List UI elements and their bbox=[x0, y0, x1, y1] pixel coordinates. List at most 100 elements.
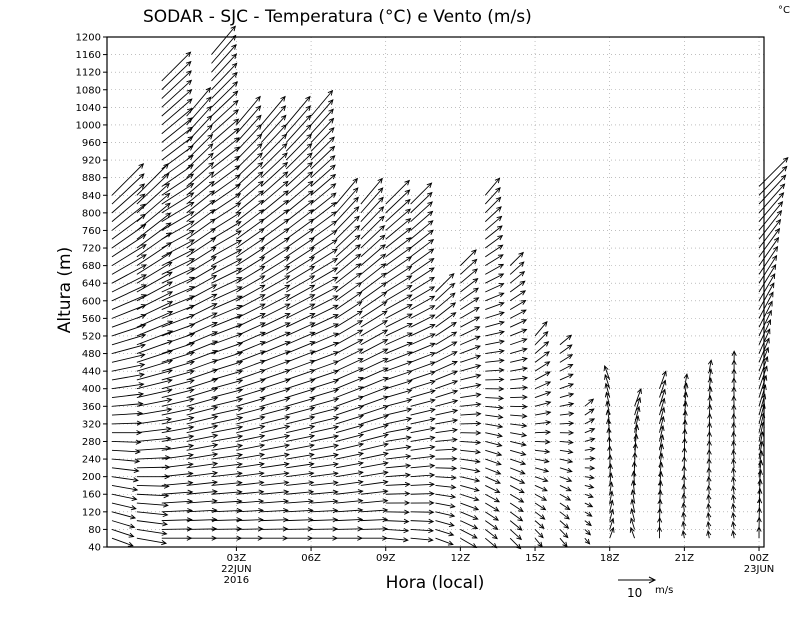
wind-vector-head bbox=[497, 423, 504, 429]
wind-vector-head bbox=[328, 127, 335, 133]
wind-vector bbox=[310, 415, 340, 425]
wind-vector-shaft bbox=[311, 519, 338, 522]
wind-vector-shaft bbox=[732, 494, 735, 504]
wind-vector bbox=[360, 367, 389, 381]
wind-vector-head bbox=[237, 461, 243, 468]
wind-vector-head bbox=[471, 249, 477, 255]
wind-vector-head bbox=[138, 173, 145, 179]
wind-vector-head bbox=[212, 377, 219, 383]
wind-vector-head bbox=[731, 520, 737, 527]
wind-vector bbox=[559, 467, 573, 473]
wind-vector-shaft bbox=[161, 192, 194, 214]
wind-vector-head bbox=[307, 190, 314, 196]
wind-vector bbox=[310, 341, 340, 354]
wind-vector-head bbox=[404, 500, 411, 506]
wind-vector-shaft bbox=[186, 237, 216, 258]
wind-vector-shaft bbox=[385, 227, 411, 249]
wind-vector-shaft bbox=[310, 323, 339, 337]
wind-vector-head bbox=[519, 479, 526, 484]
wind-vector-head bbox=[332, 295, 339, 301]
wind-vector-head bbox=[355, 253, 362, 259]
wind-vector bbox=[509, 520, 523, 531]
wind-vector bbox=[681, 520, 687, 530]
wind-vector-shaft bbox=[510, 358, 528, 363]
wind-vector bbox=[261, 275, 291, 293]
wind-vector-head bbox=[284, 294, 291, 299]
wind-vector-shaft bbox=[211, 63, 238, 91]
wind-vector-head bbox=[496, 442, 503, 448]
wind-vector bbox=[509, 251, 524, 266]
wind-vector-shaft bbox=[211, 277, 242, 293]
wind-vector bbox=[136, 271, 173, 293]
wind-vector bbox=[261, 378, 291, 390]
wind-vector bbox=[360, 206, 385, 231]
wind-vector-shaft bbox=[485, 283, 504, 293]
wind-vector bbox=[360, 244, 386, 266]
wind-vector-shaft bbox=[111, 449, 140, 453]
wind-vector-head bbox=[567, 364, 574, 369]
wind-vector-shaft bbox=[211, 230, 242, 249]
wind-vector-head bbox=[358, 433, 365, 439]
wind-vector-shaft bbox=[310, 276, 338, 293]
wind-vector bbox=[634, 387, 642, 407]
wind-vector bbox=[385, 481, 411, 488]
wind-vector-head bbox=[775, 218, 782, 225]
wind-vector-head bbox=[166, 251, 173, 257]
wind-vector-head bbox=[637, 387, 642, 394]
wind-vector bbox=[286, 369, 316, 381]
wind-vector-shaft bbox=[360, 377, 389, 390]
wind-vector-head bbox=[188, 388, 195, 394]
wind-vector-shaft bbox=[385, 493, 410, 495]
wind-vector bbox=[211, 415, 244, 425]
wind-vector-shaft bbox=[236, 322, 266, 337]
wind-vector bbox=[410, 500, 435, 506]
wind-vector-head bbox=[406, 275, 413, 281]
wind-vector bbox=[485, 244, 504, 258]
wind-vector-shaft bbox=[111, 244, 147, 267]
wind-vector bbox=[211, 489, 243, 495]
wind-vector-shaft bbox=[111, 422, 142, 425]
wind-vector bbox=[311, 480, 339, 486]
wind-vector-shaft bbox=[236, 407, 265, 416]
wind-vector bbox=[285, 256, 316, 275]
wind-vector-head bbox=[780, 174, 787, 181]
wind-vector-shaft bbox=[236, 209, 264, 231]
wind-vector bbox=[410, 361, 436, 372]
wind-vector-shaft bbox=[261, 341, 291, 354]
wind-vector bbox=[758, 245, 779, 275]
wind-vector-shaft bbox=[286, 397, 315, 407]
wind-vector bbox=[485, 520, 499, 531]
wind-vector-shaft bbox=[509, 520, 523, 531]
wind-vector-shaft bbox=[161, 117, 193, 143]
wind-vector-head bbox=[661, 388, 666, 395]
wind-vector-shaft bbox=[236, 143, 263, 170]
wind-vector bbox=[310, 452, 340, 460]
wind-vector-head bbox=[212, 349, 219, 355]
wind-vector-shaft bbox=[385, 246, 412, 266]
wind-vector bbox=[559, 511, 570, 520]
wind-vector-head bbox=[428, 518, 435, 524]
wind-vector-shaft bbox=[111, 334, 146, 346]
wind-vector-shaft bbox=[161, 164, 194, 187]
wind-vector-head bbox=[332, 314, 339, 319]
wind-vector-shaft bbox=[509, 309, 527, 319]
wind-vector-shaft bbox=[360, 197, 384, 222]
wind-vector bbox=[731, 422, 737, 433]
wind-vector-shaft bbox=[485, 458, 502, 465]
wind-vector-head bbox=[230, 25, 236, 32]
wind-vector-head bbox=[427, 220, 434, 226]
wind-vector-head bbox=[406, 416, 413, 422]
wind-vector-head bbox=[166, 407, 173, 413]
wind-vector-head bbox=[520, 451, 527, 456]
wind-vector-head bbox=[589, 465, 596, 471]
wind-vector-shaft bbox=[683, 401, 687, 416]
wind-vector-head bbox=[589, 437, 596, 443]
wind-vector-shaft bbox=[186, 331, 218, 346]
wind-vector bbox=[584, 398, 595, 407]
wind-vector-head bbox=[404, 509, 410, 515]
wind-vector bbox=[186, 526, 218, 532]
wind-vector bbox=[111, 476, 139, 483]
wind-vector-head bbox=[585, 529, 592, 536]
wind-vector-shaft bbox=[360, 481, 388, 486]
wind-vector-head bbox=[378, 196, 384, 203]
